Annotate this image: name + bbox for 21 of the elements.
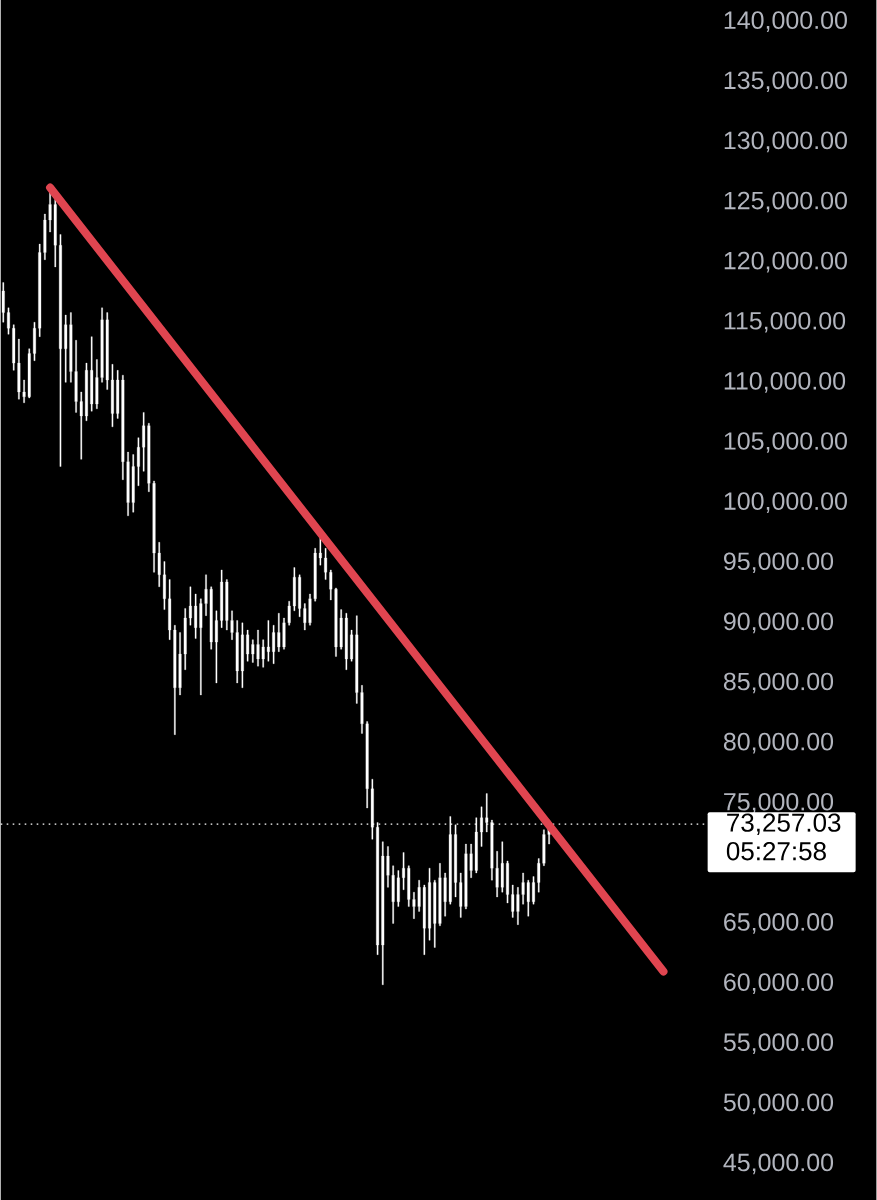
- y-tick-label: 110,000.00: [724, 372, 846, 393]
- y-tick-label: 115,000.00: [724, 311, 846, 333]
- y-tick-label: 125,000.00: [724, 191, 848, 213]
- y-tick-label: 45,000.00: [723, 1153, 834, 1175]
- y-tick-label: 130,000.00: [724, 131, 848, 153]
- y-tick-label: 135,000.00: [724, 71, 848, 93]
- y-tick-label: 50,000.00: [724, 1093, 834, 1115]
- y-tick-label: 65,000.00: [724, 913, 834, 934]
- y-tick-label: 85,000.00: [724, 672, 834, 694]
- text: 05:27:58: [727, 841, 827, 861]
- y-tick-label: 140,000.00: [724, 11, 848, 32]
- ref-line-label: 73,257.03: [727, 813, 841, 835]
- y-tick-label: 55,000.00: [724, 1033, 834, 1055]
- y-tick-label: 105,000.00: [724, 432, 848, 453]
- y-tick-label: 75,000.00: [724, 792, 834, 814]
- y-tick-label: 100,000.00: [724, 492, 848, 513]
- y-tick-label: 80,000.00: [724, 732, 834, 754]
- y-tick-label: 60,000.00: [724, 973, 834, 994]
- y-tick-label: 95,000.00: [724, 552, 834, 574]
- y-tick-label: 120,000.00: [724, 251, 848, 273]
- y-tick-label: 90,000.00: [724, 612, 834, 634]
